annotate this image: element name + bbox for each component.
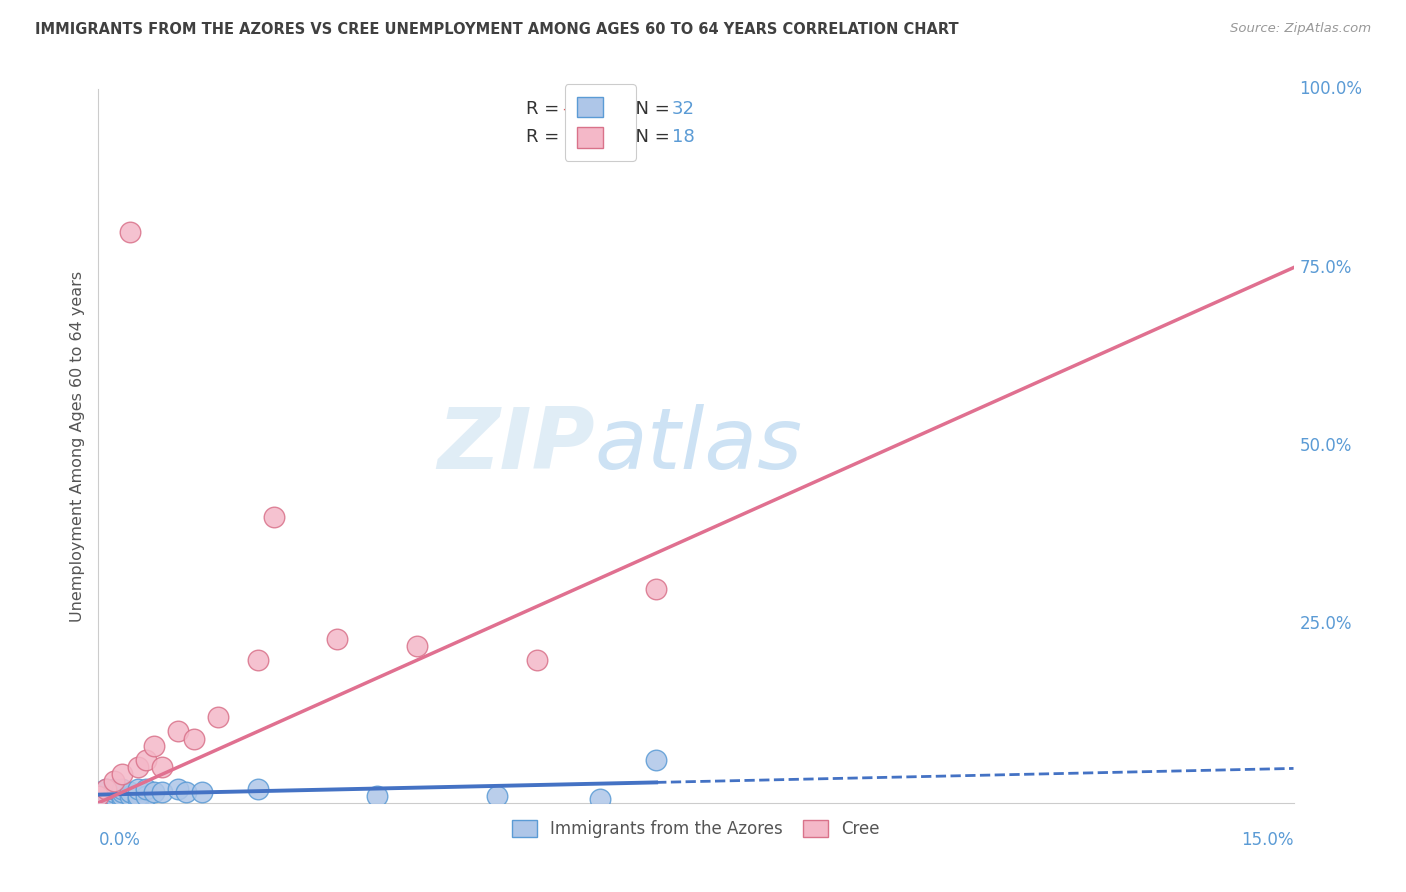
- Point: [103, 785, 125, 799]
- Text: 18: 18: [672, 128, 695, 146]
- Point: [406, 639, 429, 653]
- Point: [183, 731, 205, 746]
- Point: [120, 225, 142, 239]
- Point: [143, 785, 166, 799]
- Point: [127, 792, 149, 806]
- Point: [589, 792, 612, 806]
- Text: atlas: atlas: [595, 404, 803, 488]
- Text: 32: 32: [672, 100, 695, 118]
- Point: [111, 767, 134, 781]
- Point: [167, 781, 190, 796]
- Text: R =: R =: [526, 128, 565, 146]
- Text: 0.640: 0.640: [562, 128, 619, 146]
- Point: [526, 653, 548, 667]
- Legend: Immigrants from the Azores, Cree: Immigrants from the Azores, Cree: [505, 813, 887, 845]
- Point: [485, 789, 508, 803]
- Point: [120, 789, 142, 803]
- Text: R =: R =: [526, 100, 565, 118]
- Point: [366, 789, 388, 803]
- Point: [87, 796, 110, 810]
- Point: [246, 653, 269, 667]
- Point: [87, 789, 110, 803]
- Point: [87, 785, 110, 799]
- Text: Source: ZipAtlas.com: Source: ZipAtlas.com: [1230, 22, 1371, 36]
- Y-axis label: Unemployment Among Ages 60 to 64 years: Unemployment Among Ages 60 to 64 years: [69, 270, 84, 622]
- Point: [167, 724, 190, 739]
- Text: 50.0%: 50.0%: [1299, 437, 1353, 455]
- Text: 75.0%: 75.0%: [1299, 259, 1353, 277]
- Point: [191, 785, 214, 799]
- Point: [87, 789, 110, 803]
- Text: ZIP: ZIP: [437, 404, 595, 488]
- Point: [174, 785, 197, 799]
- Point: [143, 739, 166, 753]
- Point: [207, 710, 229, 724]
- Point: [150, 760, 173, 774]
- Point: [103, 781, 125, 796]
- Point: [111, 789, 134, 803]
- Point: [96, 785, 118, 799]
- Point: [111, 792, 134, 806]
- Point: [127, 760, 149, 774]
- Point: [263, 510, 285, 524]
- Point: [326, 632, 349, 646]
- Text: IMMIGRANTS FROM THE AZORES VS CREE UNEMPLOYMENT AMONG AGES 60 TO 64 YEARS CORREL: IMMIGRANTS FROM THE AZORES VS CREE UNEMP…: [35, 22, 959, 37]
- Text: 15.0%: 15.0%: [1241, 831, 1294, 849]
- Point: [135, 781, 157, 796]
- Text: -0.029: -0.029: [562, 100, 620, 118]
- Point: [96, 781, 118, 796]
- Point: [96, 781, 118, 796]
- Point: [120, 785, 142, 799]
- Point: [111, 781, 134, 796]
- Text: N =: N =: [624, 128, 676, 146]
- Text: 25.0%: 25.0%: [1299, 615, 1353, 633]
- Point: [135, 753, 157, 767]
- Point: [96, 792, 118, 806]
- Point: [150, 785, 173, 799]
- Text: 100.0%: 100.0%: [1299, 80, 1362, 98]
- Point: [246, 781, 269, 796]
- Point: [96, 789, 118, 803]
- Point: [645, 753, 668, 767]
- Point: [111, 785, 134, 799]
- Point: [103, 789, 125, 803]
- Point: [127, 789, 149, 803]
- Point: [103, 774, 125, 789]
- Point: [127, 781, 149, 796]
- Text: N =: N =: [624, 100, 676, 118]
- Point: [87, 792, 110, 806]
- Text: 0.0%: 0.0%: [98, 831, 141, 849]
- Point: [135, 789, 157, 803]
- Point: [645, 582, 668, 596]
